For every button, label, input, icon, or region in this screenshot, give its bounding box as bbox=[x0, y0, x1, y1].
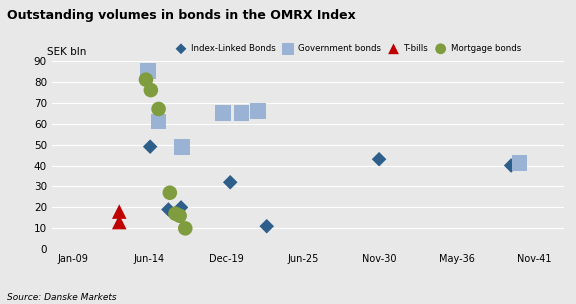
Text: Outstanding volumes in bonds in the OMRX Index: Outstanding volumes in bonds in the OMRX… bbox=[7, 9, 355, 22]
T-bills bbox=[115, 219, 124, 224]
Text: SEK bln: SEK bln bbox=[47, 47, 86, 57]
Index-Linked Bonds bbox=[146, 144, 155, 149]
Text: Source: Danske Markets: Source: Danske Markets bbox=[7, 293, 116, 302]
Government bonds bbox=[143, 69, 153, 74]
Government bonds bbox=[154, 119, 163, 124]
T-bills bbox=[115, 209, 124, 214]
Government bonds bbox=[515, 161, 524, 166]
Government bonds bbox=[237, 111, 246, 116]
Government bonds bbox=[177, 144, 187, 149]
Index-Linked Bonds bbox=[164, 207, 173, 212]
Mortgage bonds bbox=[175, 213, 184, 218]
Mortgage bonds bbox=[165, 190, 175, 195]
Mortgage bonds bbox=[181, 226, 190, 231]
Government bonds bbox=[218, 111, 228, 116]
Legend: Index-Linked Bonds, Government bonds, T-bills, Mortgage bonds: Index-Linked Bonds, Government bonds, T-… bbox=[169, 41, 525, 57]
Mortgage bonds bbox=[171, 211, 180, 216]
Index-Linked Bonds bbox=[262, 224, 271, 229]
Mortgage bonds bbox=[146, 88, 156, 92]
Index-Linked Bonds bbox=[226, 180, 235, 185]
Mortgage bonds bbox=[141, 77, 150, 82]
Mortgage bonds bbox=[154, 106, 163, 111]
Government bonds bbox=[253, 109, 263, 113]
Index-Linked Bonds bbox=[374, 157, 384, 162]
Index-Linked Bonds bbox=[176, 205, 185, 210]
Index-Linked Bonds bbox=[506, 163, 516, 168]
